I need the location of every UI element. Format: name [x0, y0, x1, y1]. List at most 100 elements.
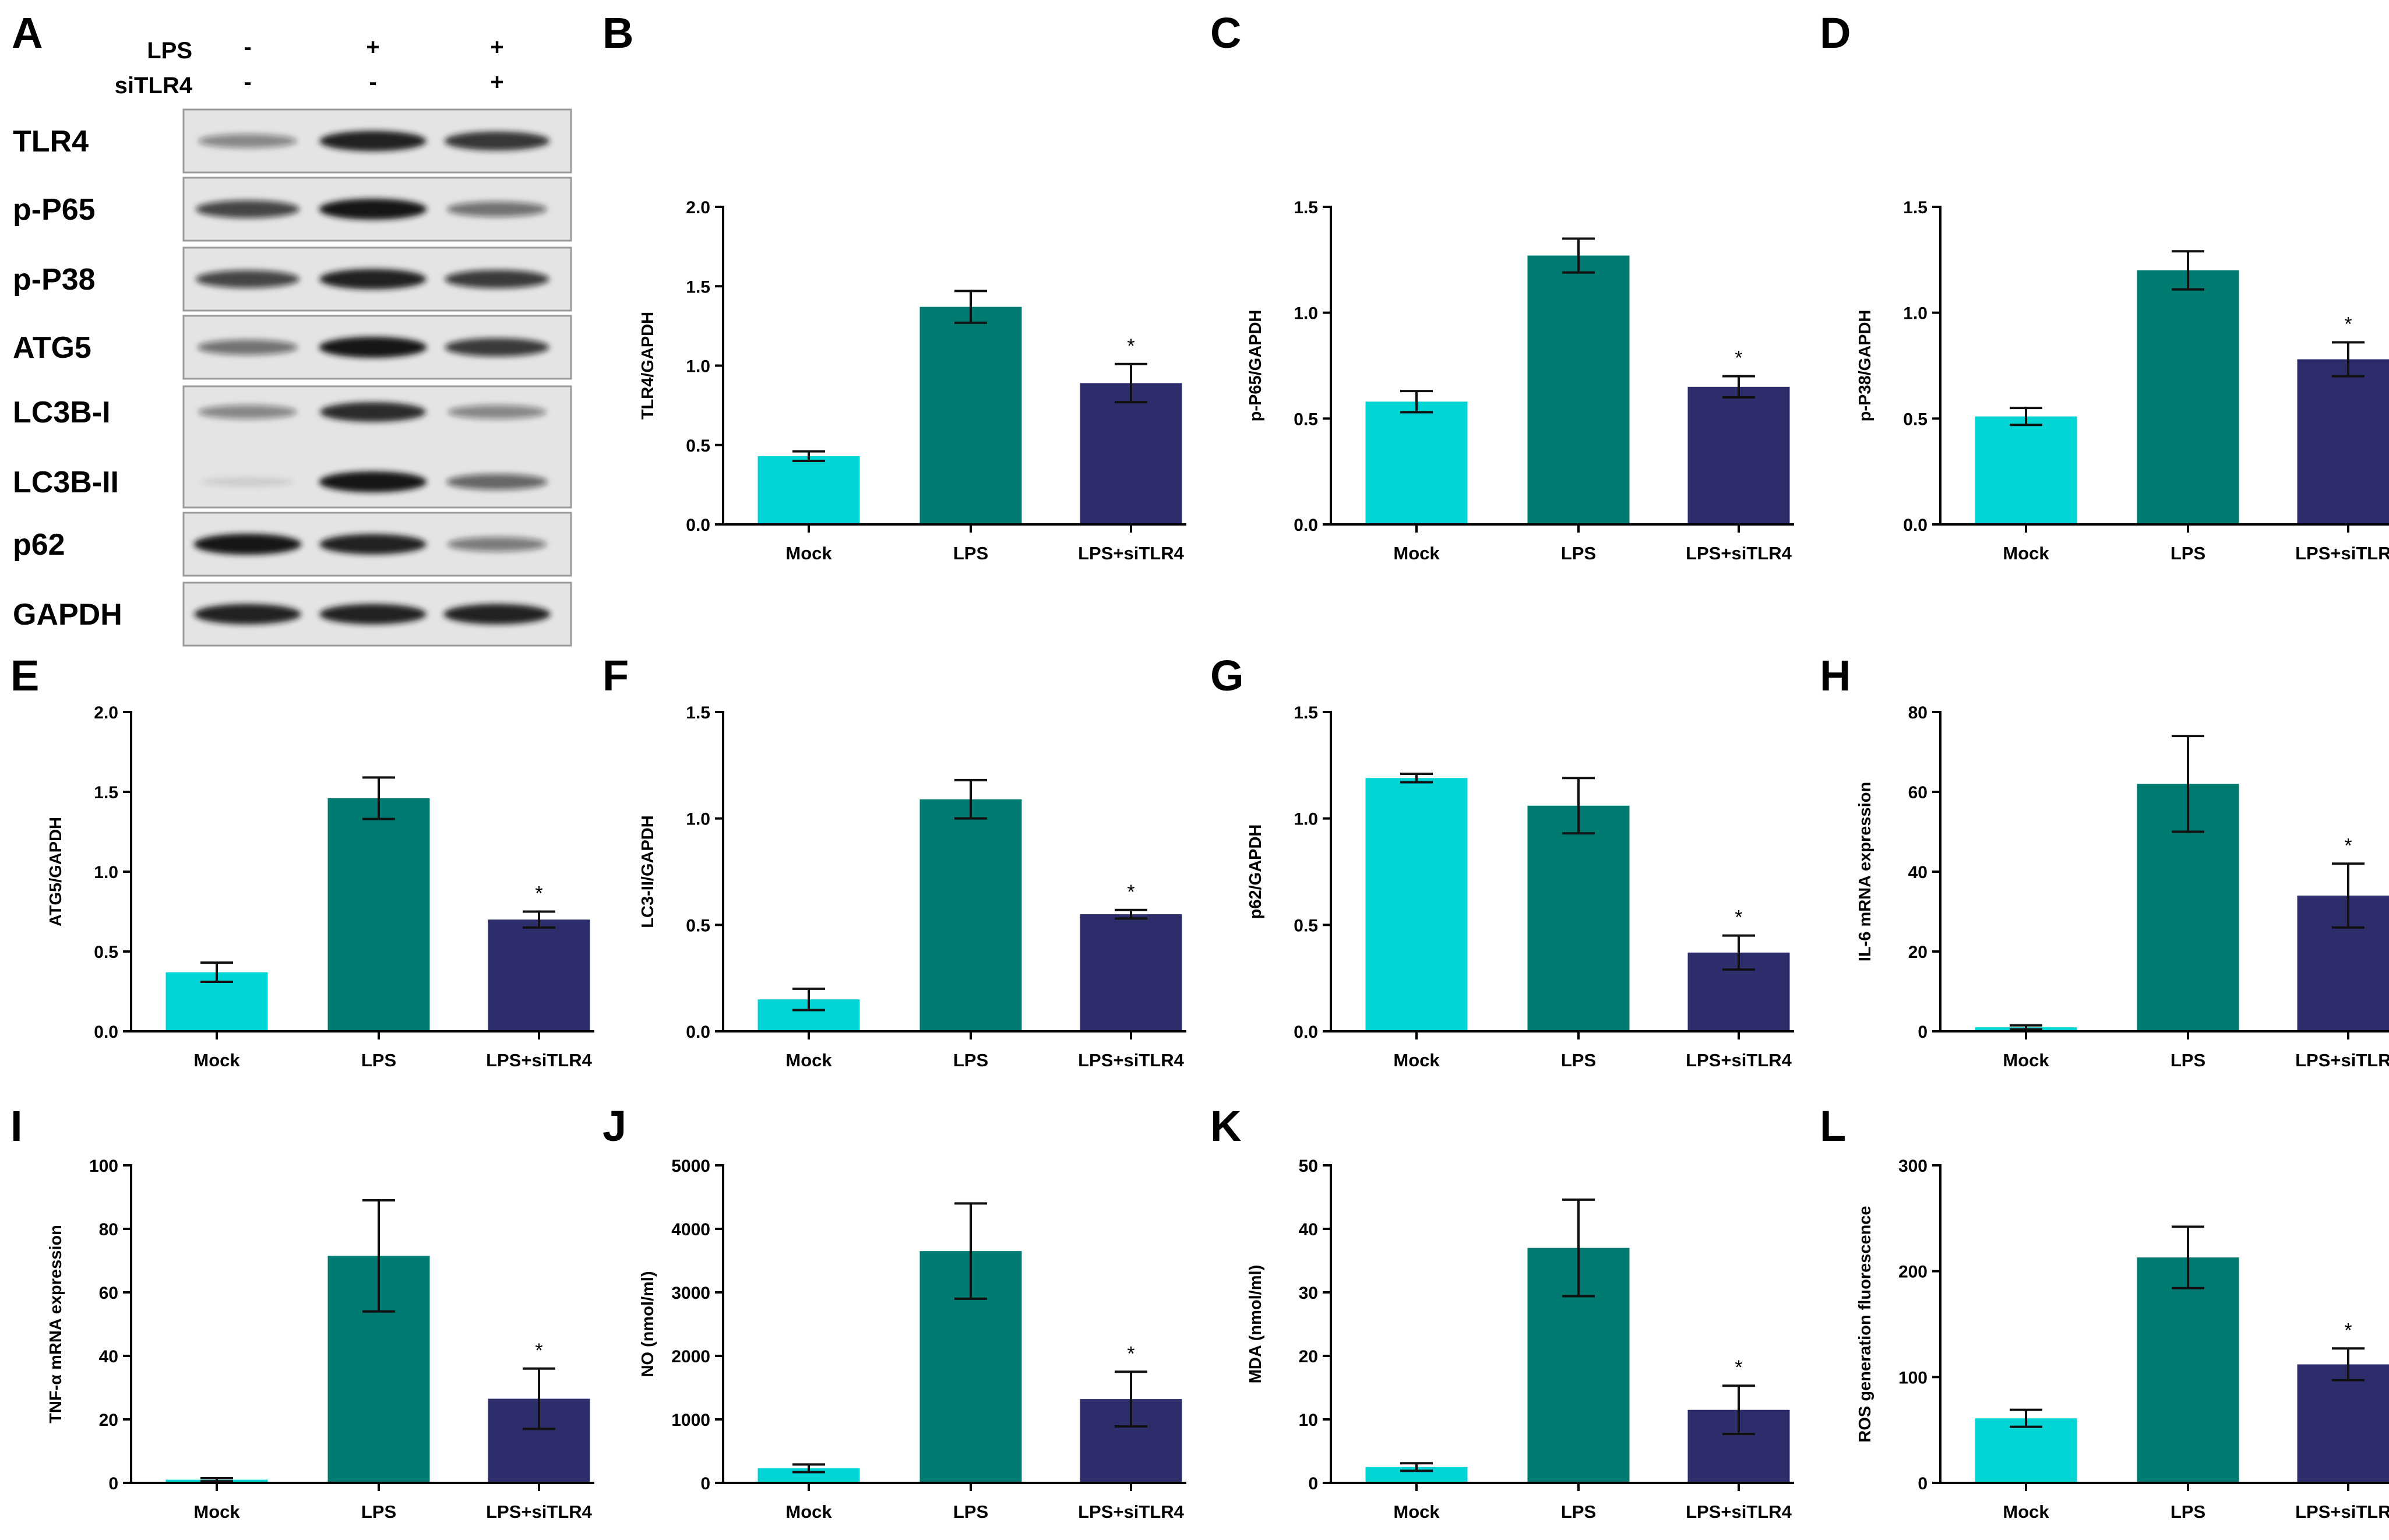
- blot-band: [197, 339, 298, 355]
- error-bar: [954, 778, 987, 820]
- x-category-label: LPS: [953, 543, 988, 563]
- y-tick-label: 0.5: [686, 436, 710, 456]
- y-tick-label: 1.0: [94, 863, 118, 882]
- significance-marker: *: [2344, 313, 2352, 336]
- y-tick-label: 0.5: [94, 943, 118, 962]
- y-tick-label: 200: [1898, 1263, 1928, 1282]
- blot-band: [319, 199, 427, 220]
- y-tick-label: 20: [99, 1411, 118, 1430]
- bar-mock: [757, 456, 860, 524]
- x-category-label: Mock: [785, 1502, 832, 1522]
- error-bar: [1562, 237, 1595, 274]
- blot-band: [319, 471, 427, 492]
- error-bar: [792, 1463, 825, 1474]
- significance-marker: *: [2344, 1319, 2352, 1341]
- chart-panel-l: L * 0 100 200 300 Mock LPS LPS+siTLR4 ROS generat…: [1820, 1102, 2389, 1522]
- x-category-label: Mock: [193, 1502, 240, 1522]
- error-bar: [523, 1367, 555, 1430]
- y-tick-label: 1.5: [94, 783, 118, 802]
- y-tick-label: 0: [108, 1474, 118, 1493]
- y-tick-label: 0.5: [1294, 916, 1318, 935]
- panel-letter: H: [1820, 651, 1851, 700]
- blot-band: [443, 604, 551, 625]
- error-bar: [1400, 1462, 1433, 1472]
- y-tick-label: 2.0: [94, 703, 118, 723]
- panel-letter: I: [10, 1102, 23, 1150]
- bar-lps: [2137, 1257, 2239, 1483]
- condition-label-lps: LPS: [147, 38, 192, 64]
- error-bar: [362, 776, 395, 820]
- x-category-label: Mock: [785, 543, 832, 563]
- y-tick-label: 1.5: [686, 703, 710, 723]
- blot-band: [198, 405, 297, 419]
- y-tick-label: 3000: [671, 1284, 710, 1303]
- blot-band: [194, 604, 301, 625]
- y-tick-label: 10: [1299, 1411, 1318, 1430]
- chart-panel-b: B * 0.0 0.5 1.0 1.5 2.0 Mock LPS LPS+siTLR4 TLR4/G…: [602, 9, 1186, 563]
- bar-lps: [327, 798, 430, 1031]
- blot-band: [444, 131, 550, 151]
- y-tick-label: 1000: [671, 1411, 710, 1430]
- chart-panel-g: G * 0.0 0.5 1.0 1.5 Mock LPS LPS+siTLR4 p62/GAPDH: [1210, 651, 1794, 1070]
- panel-letter-a: A: [12, 9, 43, 57]
- error-bar: [1115, 362, 1147, 404]
- error-bar: [1562, 777, 1595, 835]
- x-category-label: LPS: [361, 1050, 396, 1070]
- y-tick-label: 2.0: [686, 198, 710, 217]
- y-tick-label: 0.0: [1294, 516, 1318, 535]
- x-category-label: LPS: [2170, 1050, 2205, 1070]
- condition-mark: +: [490, 34, 503, 60]
- y-tick-label: 0: [1918, 1474, 1928, 1493]
- chart-panel-c: C * 0.0 0.5 1.0 1.5 Mock LPS LPS+siTLR4 p-P65/GAP…: [1210, 9, 1794, 563]
- y-tick-label: 5000: [671, 1157, 710, 1176]
- blot-band: [319, 604, 427, 625]
- y-tick-label: 0.5: [1903, 410, 1928, 429]
- blot-band: [319, 337, 427, 358]
- y-tick-label: 1.0: [1903, 304, 1928, 323]
- error-bar: [362, 1199, 395, 1313]
- bar-lps-sitlr4: [1080, 914, 1182, 1031]
- y-axis-title: p-P65/GAPDH: [1246, 310, 1265, 422]
- blot-band: [319, 534, 427, 555]
- y-tick-label: 40: [1908, 863, 1928, 882]
- y-axis-title: MDA (nmol/ml): [1246, 1265, 1265, 1384]
- x-category-label: LPS+siTLR4: [2295, 1050, 2389, 1070]
- y-tick-label: 40: [99, 1347, 118, 1366]
- error-bar: [2010, 1024, 2042, 1031]
- error-bar: [792, 987, 825, 1012]
- x-category-label: LPS: [1561, 1502, 1596, 1522]
- significance-marker: *: [535, 883, 542, 905]
- panel-letter: K: [1210, 1102, 1241, 1150]
- error-bar: [1115, 908, 1147, 920]
- bar-lps-sitlr4: [1687, 386, 1790, 524]
- y-tick-label: 4000: [671, 1220, 710, 1239]
- y-tick-label: 20: [1908, 943, 1928, 962]
- error-bar: [2332, 1347, 2365, 1382]
- x-category-label: Mock: [1393, 1050, 1440, 1070]
- y-tick-label: 20: [1299, 1347, 1318, 1366]
- y-tick-label: 100: [89, 1157, 118, 1176]
- y-tick-label: 80: [99, 1220, 118, 1239]
- panel-letter: L: [1820, 1102, 1846, 1150]
- x-category-label: LPS: [1561, 543, 1596, 563]
- bar-lps-sitlr4: [488, 919, 590, 1031]
- y-tick-label: 80: [1908, 703, 1928, 723]
- bar-lps-sitlr4: [2297, 359, 2389, 524]
- blot-band: [447, 537, 547, 552]
- error-bar: [954, 290, 987, 324]
- error-bar: [954, 1202, 987, 1300]
- blot-label: p-P38: [13, 263, 96, 297]
- x-category-label: Mock: [1393, 1502, 1440, 1522]
- y-tick-label: 0.0: [94, 1023, 118, 1042]
- y-tick-label: 1.5: [1294, 198, 1318, 217]
- y-tick-label: 1.5: [1294, 703, 1318, 723]
- error-bar: [1722, 375, 1755, 399]
- error-bar: [523, 910, 555, 929]
- x-category-label: Mock: [2003, 543, 2049, 563]
- y-tick-label: 60: [1908, 783, 1928, 802]
- x-category-label: LPS: [953, 1502, 988, 1522]
- blot-label: p-P65: [13, 193, 96, 227]
- condition-mark: -: [244, 34, 251, 60]
- blot-band: [445, 338, 549, 357]
- blot-label: ATG5: [13, 331, 91, 365]
